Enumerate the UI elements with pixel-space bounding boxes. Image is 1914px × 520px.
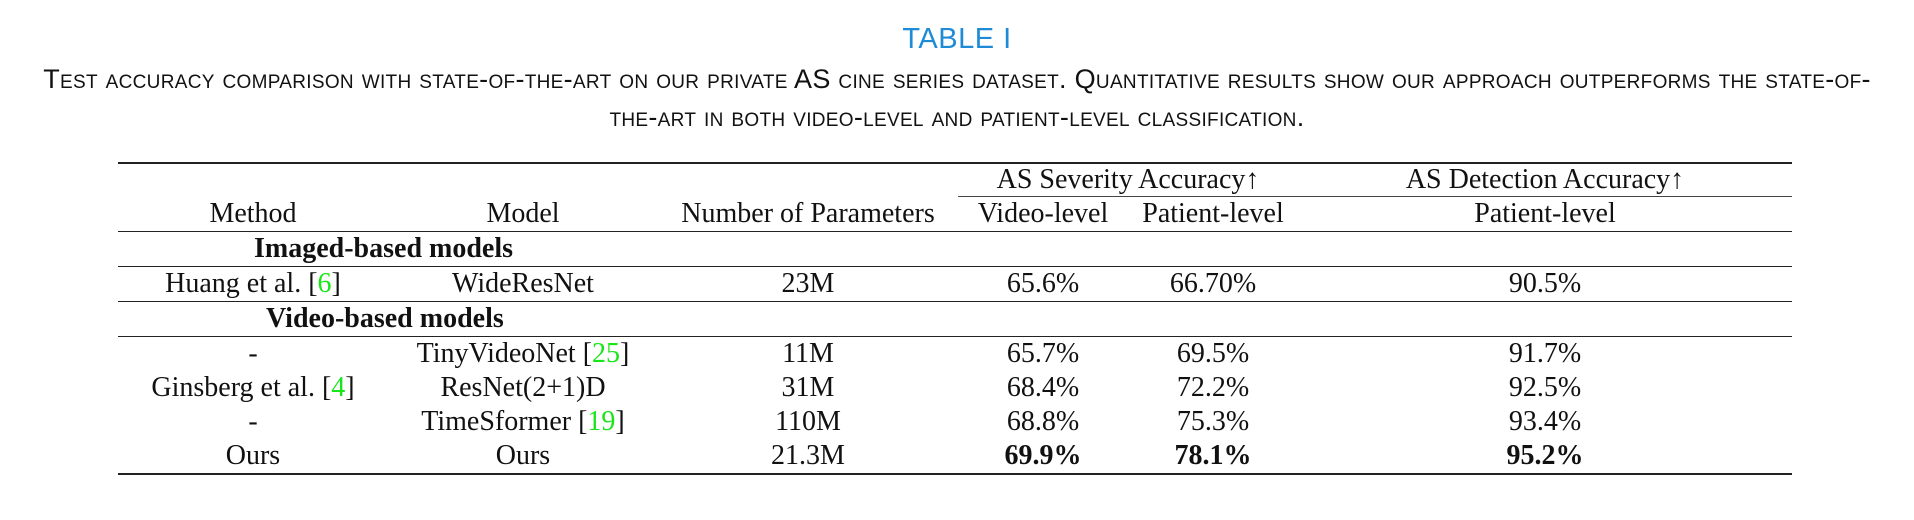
- citation-link[interactable]: 25: [592, 338, 621, 369]
- patient-level-header: Patient-level: [1128, 196, 1299, 232]
- method-cell: -: [248, 338, 258, 369]
- params-cell: 21.3M: [658, 439, 958, 475]
- citation-link[interactable]: 19: [587, 406, 616, 437]
- table-row: - TinyVideoNet [25] 11M 65.7% 69.5% 91.7…: [118, 337, 1792, 372]
- model-cell: TinyVideoNet [25]: [416, 338, 630, 369]
- section-row-image: Imaged-based models: [118, 231, 1793, 267]
- params-header: Number of Parameters: [658, 196, 958, 232]
- patient-level-cell: 72.2%: [1176, 372, 1250, 403]
- params-cell: 110M: [775, 406, 841, 437]
- model-cell: Ours: [388, 439, 658, 475]
- header-row-groups: AS Severity Accuracy↑ AS Detection Accur…: [118, 162, 1793, 197]
- model-header: Model: [388, 196, 658, 232]
- patient-level-cell: 69.5%: [1176, 338, 1250, 369]
- table-label: TABLE I: [902, 23, 1012, 55]
- params-cell: 23M: [658, 266, 958, 302]
- model-cell: WideResNet: [388, 266, 658, 302]
- detection-cell: 90.5%: [1298, 266, 1793, 302]
- video-level-header: Video-level: [958, 196, 1128, 232]
- detection-group-header: AS Detection Accuracy↑: [1298, 162, 1793, 197]
- table-row-ours: Ours Ours 21.3M 69.9% 78.1% 95.2%: [118, 439, 1793, 475]
- section-title-image: Imaged-based models: [118, 231, 1793, 267]
- params-cell: 11M: [782, 338, 834, 369]
- video-level-cell: 65.6%: [958, 266, 1128, 302]
- video-level-cell: 68.4%: [1006, 372, 1080, 403]
- patient-level-cell-best: 78.1%: [1128, 439, 1299, 475]
- method-cell: Huang et al. [6]: [118, 266, 388, 302]
- detection-cell: 91.7%: [1508, 338, 1582, 369]
- patient-level-cell: 66.70%: [1128, 266, 1299, 302]
- severity-group-header: AS Severity Accuracy↑: [958, 162, 1299, 197]
- video-level-cell: 68.8%: [1006, 406, 1080, 437]
- detection-cell: 93.4%: [1508, 406, 1582, 437]
- method-header: Method: [118, 196, 388, 232]
- patient-level-cell: 75.3%: [1176, 406, 1250, 437]
- params-cell: 31M: [781, 372, 835, 403]
- video-level-cell-best: 69.9%: [958, 439, 1128, 475]
- results-table: AS Severity Accuracy↑ AS Detection Accur…: [118, 162, 1793, 475]
- model-cell: TimeSformer [19]: [421, 406, 625, 437]
- method-cell: Ours: [118, 439, 388, 475]
- section-title-video: Video-based models: [118, 301, 1793, 337]
- detection-cell-best: 95.2%: [1298, 439, 1793, 475]
- citation-link[interactable]: 4: [331, 372, 346, 403]
- table-caption: Test accuracy comparison with state-of-t…: [43, 64, 1871, 132]
- table-row: Huang et al. [6] WideResNet 23M 65.6% 66…: [118, 266, 1793, 302]
- section-row-video: Video-based models: [118, 301, 1793, 337]
- detection-cell: 92.5%: [1508, 372, 1582, 403]
- header-row-columns: Method Model Number of Parameters Video-…: [118, 196, 1793, 232]
- citation-link[interactable]: 6: [317, 268, 332, 299]
- method-cell: -: [248, 406, 258, 437]
- detection-patient-level-header: Patient-level: [1298, 196, 1793, 232]
- model-cell: ResNet(2+1)D: [440, 372, 606, 403]
- table-row: Ginsberg et al. [4] ResNet(2+1)D 31M 68.…: [118, 371, 1792, 405]
- video-level-cell: 65.7%: [1006, 338, 1080, 369]
- method-cell: Ginsberg et al. [4]: [151, 372, 355, 403]
- table-row: - TimeSformer [19] 110M 68.8% 75.3% 93.4…: [118, 405, 1792, 439]
